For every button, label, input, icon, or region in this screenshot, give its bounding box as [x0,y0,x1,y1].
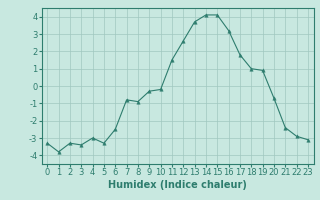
X-axis label: Humidex (Indice chaleur): Humidex (Indice chaleur) [108,180,247,190]
